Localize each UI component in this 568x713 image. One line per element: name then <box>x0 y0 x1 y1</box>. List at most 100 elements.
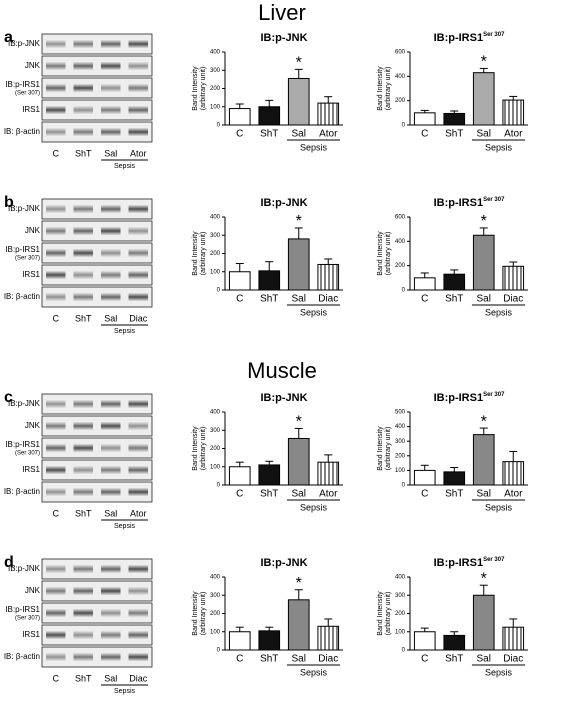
x-tick-label: Sal <box>292 489 306 500</box>
chart-title: IB:p-IRS1Ser 307 <box>434 32 506 44</box>
blot-label: IB: β-actin <box>4 127 40 136</box>
bar <box>472 234 495 291</box>
blot <box>41 624 153 646</box>
blot-band <box>73 205 93 213</box>
blot-band <box>73 227 93 235</box>
blot-band <box>46 400 66 408</box>
blot-band <box>128 587 148 595</box>
y-tick-label: 0 <box>217 288 221 294</box>
y-tick-label: 100 <box>210 629 221 635</box>
blot-band <box>128 653 148 661</box>
y-tick-label: 0 <box>217 648 221 654</box>
blot-band <box>128 106 148 114</box>
group-label: Sepsis <box>485 307 513 317</box>
y-axis-label: Band Intensity <box>377 426 384 471</box>
chart-title: IB:p-JNK <box>260 32 307 44</box>
blot-sublabel: (Ser 307) <box>15 91 40 97</box>
x-tick-label: Ator <box>319 129 338 140</box>
blot-band <box>128 400 148 408</box>
panel-letter: a <box>4 29 13 46</box>
blot-band <box>128 488 148 496</box>
group-label: Sepsis <box>300 142 328 152</box>
blot <box>41 77 153 99</box>
x-tick-label: Diac <box>503 294 523 305</box>
x-tick-label: C <box>236 129 243 140</box>
title-sup: Ser 307 <box>483 32 505 38</box>
x-tick-label: ShT <box>445 129 463 140</box>
blot-band <box>46 84 66 92</box>
significance-mark: * <box>296 55 302 72</box>
blot-band <box>73 609 93 617</box>
blot-band <box>128 565 148 573</box>
blot-band <box>128 249 148 257</box>
panel-letter: c <box>4 389 13 406</box>
y-tick-label: 400 <box>395 424 406 430</box>
blot <box>41 602 153 624</box>
bar <box>317 461 340 486</box>
blot-band <box>73 62 93 70</box>
y-tick-label: 200 <box>395 263 406 269</box>
significance-mark: * <box>481 213 487 230</box>
bar <box>472 594 495 651</box>
blot-label: IB:p-IRS1 <box>5 440 40 449</box>
y-tick-label: 300 <box>395 439 406 445</box>
blot-band <box>46 653 66 661</box>
x-tick-label: Sal <box>477 294 491 305</box>
blot <box>41 481 153 503</box>
blot-band <box>46 293 66 301</box>
blot-band <box>128 84 148 92</box>
blot <box>41 99 153 121</box>
bar <box>228 631 251 651</box>
y-axis-label: (arbitrary unit) <box>200 427 207 471</box>
blot-band <box>101 400 121 408</box>
x-tick-label: Ator <box>504 489 523 500</box>
blot-band <box>128 631 148 639</box>
y-tick-label: 0 <box>402 123 406 129</box>
blot-label: IB: β-actin <box>4 652 40 661</box>
x-tick-label: Diac <box>318 654 338 665</box>
blot <box>41 220 153 242</box>
blot-band <box>46 609 66 617</box>
blot-label: IB: β-actin <box>4 487 40 496</box>
x-tick-label: ShT <box>445 654 463 665</box>
y-tick-label: 400 <box>210 410 221 416</box>
x-tick-label: Sal <box>292 294 306 305</box>
x-tick-label: C <box>236 294 243 305</box>
blot-band <box>101 62 121 70</box>
y-tick-label: 0 <box>402 648 406 654</box>
lane-label: C <box>53 508 60 518</box>
blot <box>41 459 153 481</box>
lane-label: Sal <box>104 313 117 323</box>
blot-band <box>46 587 66 595</box>
blot-band <box>73 466 93 474</box>
blot-band <box>101 271 121 279</box>
y-tick-label: 100 <box>395 468 406 474</box>
blot-band <box>73 422 93 430</box>
group-label: Sepsis <box>485 502 513 512</box>
blot-band <box>46 565 66 573</box>
lane-label: C <box>53 673 60 683</box>
blot-band <box>73 106 93 114</box>
lane-label: Ator <box>130 148 147 158</box>
y-axis-label: (arbitrary unit) <box>385 427 392 471</box>
blot-band <box>101 444 121 452</box>
y-axis-label: (arbitrary unit) <box>200 67 207 111</box>
blot-band <box>101 587 121 595</box>
y-axis-label: (arbitrary unit) <box>385 67 392 111</box>
bar <box>472 434 495 486</box>
x-tick-label: Ator <box>504 129 523 140</box>
lane-label: Sal <box>104 148 117 158</box>
blot-sublabel: (Ser 307) <box>15 451 40 457</box>
blot <box>41 121 153 143</box>
blot-band <box>73 565 93 573</box>
y-axis-label: Band Intensity <box>192 426 199 471</box>
significance-mark: * <box>296 213 302 230</box>
blot-band <box>46 488 66 496</box>
bar <box>502 461 525 486</box>
y-tick-label: 400 <box>395 74 406 80</box>
blot-label: IB:p-JNK <box>8 399 41 408</box>
blot <box>41 264 153 286</box>
x-tick-label: ShT <box>260 654 278 665</box>
y-tick-label: 300 <box>210 593 221 599</box>
title-text: IB:p-IRS1 <box>434 392 484 404</box>
